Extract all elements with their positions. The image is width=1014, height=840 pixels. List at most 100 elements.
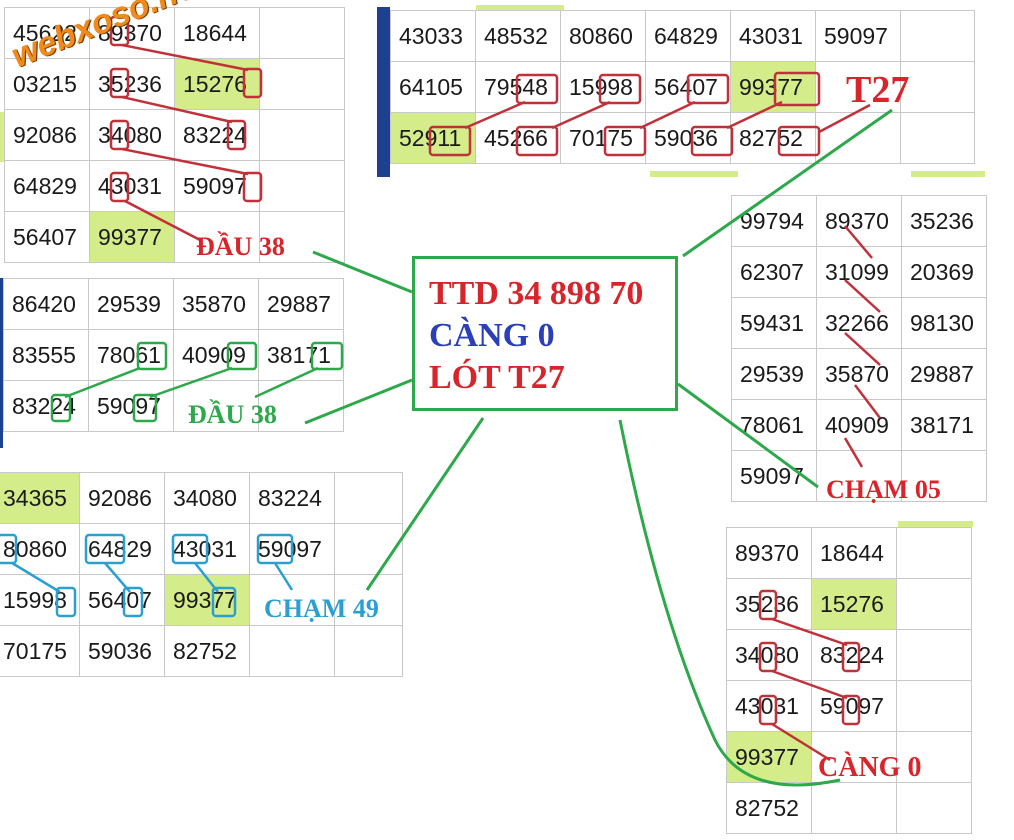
number-cell: 45622 xyxy=(4,7,90,59)
digit-box xyxy=(242,171,263,203)
prediction-line-1: TTD 34 898 70 xyxy=(429,275,644,312)
digit-box xyxy=(122,586,144,618)
connector-line xyxy=(551,100,611,130)
number-cell: 83224 xyxy=(3,380,89,432)
number-cell: 92086 xyxy=(4,109,90,161)
connector-line xyxy=(273,562,294,591)
table-b-edge xyxy=(377,7,390,177)
number-cell: 43031 xyxy=(730,10,816,62)
connector-line xyxy=(104,562,131,593)
number-cell xyxy=(259,7,345,59)
digit-box xyxy=(686,73,730,105)
number-cell xyxy=(896,629,972,681)
number-cell: 38171 xyxy=(258,329,344,381)
number-cell: 29887 xyxy=(901,348,987,400)
number-cell xyxy=(334,523,403,575)
number-cell: 18644 xyxy=(174,7,260,59)
connector-line xyxy=(64,366,141,399)
table-row: 82752 xyxy=(726,782,972,834)
number-cell: 18644 xyxy=(811,527,897,579)
table-row: 64829 43031 59097 xyxy=(4,160,345,212)
label-cham49: CHẠM 49 xyxy=(264,594,379,623)
table-row: 59097 xyxy=(731,450,987,502)
number-cell: 29539 xyxy=(88,278,174,330)
table-row: 70175 59036 82752 xyxy=(0,625,403,677)
connector-line xyxy=(149,366,233,399)
number-cell: 70175 xyxy=(0,625,80,677)
results-table-e: 34365 92086 34080 83224 80860 64829 43031 5909… xyxy=(0,472,403,677)
connector-line xyxy=(843,437,864,468)
table-row: 59431 32266 98130 xyxy=(731,297,987,349)
connector-line xyxy=(844,332,881,366)
table-c-edge xyxy=(0,278,3,448)
connector-line xyxy=(771,617,848,647)
number-cell xyxy=(896,527,972,579)
digit-box xyxy=(109,67,130,99)
label-cham05: CHẠM 05 xyxy=(826,475,941,504)
number-cell: 59097 xyxy=(815,10,901,62)
number-cell: 43031 xyxy=(164,523,250,575)
table-row: 78061 40909 38171 xyxy=(731,399,987,451)
number-cell: 99377 xyxy=(164,574,250,626)
digit-box xyxy=(515,125,559,157)
number-cell: 89370 xyxy=(726,527,812,579)
prediction-line-3: LÓT T27 xyxy=(429,359,565,396)
table-row: 03215 35236 15276 xyxy=(4,58,345,110)
number-cell: 35236 xyxy=(726,578,812,630)
table-row: 99794 89370 35236 xyxy=(731,195,987,247)
number-cell: 20369 xyxy=(901,246,987,298)
number-cell xyxy=(815,61,901,113)
connector-line xyxy=(771,722,831,762)
callout-line xyxy=(677,382,819,489)
table-b-bottom-strip-2 xyxy=(911,171,985,177)
number-cell xyxy=(334,574,403,626)
digit-box xyxy=(55,586,77,618)
table-row: 89370 18644 xyxy=(726,527,972,579)
table-a-edge xyxy=(0,112,4,162)
number-cell xyxy=(896,578,972,630)
number-cell: 56407 xyxy=(4,211,90,263)
digit-box xyxy=(758,694,778,726)
digit-box xyxy=(841,641,861,673)
table-row: 86420 29539 35870 29887 xyxy=(3,278,344,330)
number-cell: 59431 xyxy=(731,297,817,349)
digit-box xyxy=(109,15,130,47)
number-cell xyxy=(900,112,975,164)
table-b-bottom-strip xyxy=(650,171,738,177)
label-cang0: CÀNG 0 xyxy=(818,752,922,783)
number-cell xyxy=(259,211,345,263)
digit-box xyxy=(256,533,294,565)
number-cell: 34080 xyxy=(726,629,812,681)
number-cell: 92086 xyxy=(79,472,165,524)
connector-line xyxy=(854,384,881,419)
digit-box xyxy=(773,71,821,107)
callout-line xyxy=(365,417,485,591)
digit-box xyxy=(84,533,126,565)
connector-line xyxy=(818,103,871,134)
label-t27: T27 xyxy=(846,69,910,111)
number-cell xyxy=(896,782,972,834)
table-row: 15998 56407 99377 xyxy=(0,574,403,626)
callout-line xyxy=(312,250,413,294)
callout-line xyxy=(682,108,893,258)
connector-line xyxy=(771,669,848,700)
number-cell: 78061 xyxy=(731,399,817,451)
digit-box xyxy=(758,589,778,621)
teal-markers xyxy=(0,533,294,618)
digit-box xyxy=(603,125,647,157)
number-cell: 29539 xyxy=(731,348,817,400)
number-cell: 83224 xyxy=(249,472,335,524)
label-dau38-red: ĐẦU 38 xyxy=(196,232,285,261)
number-cell: 82752 xyxy=(164,625,250,677)
red-markers xyxy=(109,15,881,762)
number-cell: 03215 xyxy=(4,58,90,110)
number-cell: 59036 xyxy=(79,625,165,677)
number-cell xyxy=(334,625,403,677)
digit-box xyxy=(758,641,778,673)
number-cell: 35870 xyxy=(173,278,259,330)
results-table-c: 86420 29539 35870 29887 83555 78061 40909 3817… xyxy=(3,278,344,432)
digit-box xyxy=(310,341,344,371)
digit-box xyxy=(841,694,861,726)
digit-box xyxy=(226,341,258,371)
number-cell xyxy=(174,211,260,263)
